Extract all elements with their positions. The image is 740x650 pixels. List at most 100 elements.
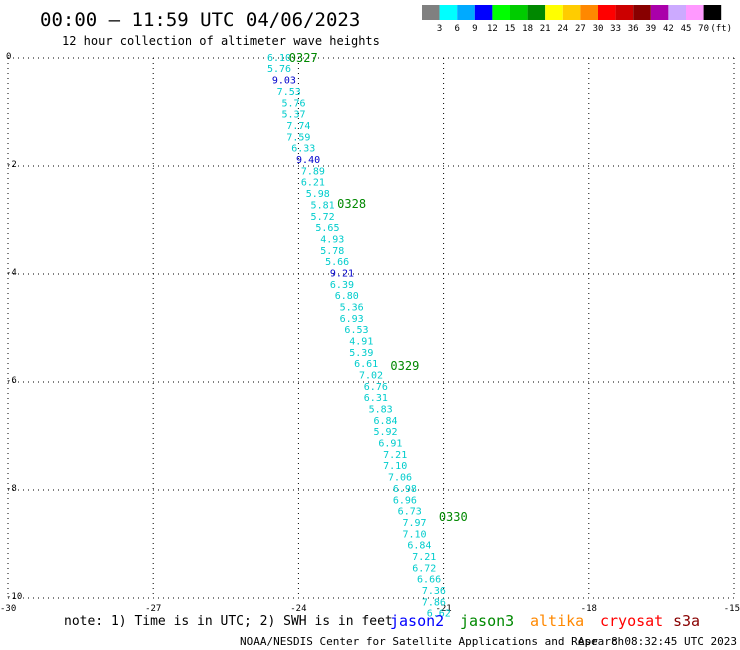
wave-height-points: 6.105.769.037.535.765.377.747.596.339.40… (267, 53, 451, 620)
legend-label: 24 (557, 24, 568, 34)
satellite-s3a: s3a (673, 612, 700, 630)
legend-swatch (580, 5, 598, 20)
x-tick-label: -30 (0, 604, 16, 614)
data-point: 6.61 (354, 359, 378, 370)
legend-label: 6 (454, 24, 459, 34)
data-point: 5.65 (315, 223, 339, 234)
data-point: 7.59 (286, 132, 310, 143)
legend-swatch (633, 5, 651, 20)
legend-label: 45 (681, 24, 692, 34)
legend-swatch (527, 5, 546, 20)
footer-timestamp: Apr 8 08:32:45 UTC 2023 (578, 635, 737, 648)
data-point: 5.39 (349, 348, 373, 359)
legend-label: 12 (487, 24, 498, 34)
legend-swatch (492, 5, 510, 20)
data-point: 5.36 (340, 302, 364, 313)
x-axis-ticks: -30 -27 -24 -21 -18 -15 (0, 604, 740, 614)
satellite-altika: altika (530, 612, 584, 630)
satellite-jason2: jason2 (390, 612, 444, 630)
data-point: 6.53 (344, 325, 368, 336)
legend-label: 3 (437, 24, 442, 34)
data-point: 6.21 (301, 178, 325, 189)
legend-label: 33 (610, 24, 621, 34)
x-tick-label: -15 (724, 604, 740, 614)
time-label: 0327 (289, 51, 318, 65)
data-point: 6.93 (340, 314, 364, 325)
data-point: 7.97 (403, 518, 427, 529)
legend-label: 9 (472, 24, 477, 34)
data-point: 7.86 (422, 597, 446, 608)
data-point: 6.73 (398, 507, 422, 518)
grid (7, 57, 735, 599)
data-point: 5.98 (306, 189, 330, 200)
legend-swatch (562, 5, 581, 20)
y-axis-ticks: 0 -2 -4 -6 -8 -10 (6, 52, 22, 602)
data-point: 5.81 (311, 200, 335, 211)
legend-swatch (422, 5, 440, 20)
legend-swatch (686, 5, 704, 20)
satellite-legend: jason2 jason3 altika cryosat s3a (390, 612, 700, 630)
legend-label: 15 (505, 24, 516, 34)
legend-label: 27 (575, 24, 586, 34)
data-point: 6.98 (393, 484, 417, 495)
data-point: 6.31 (364, 393, 388, 404)
y-tick-label: 0 (6, 52, 11, 62)
data-point: 6.76 (364, 382, 388, 393)
data-point: 5.76 (267, 64, 291, 75)
data-point: 6.84 (373, 416, 397, 427)
data-point: 9.21 (330, 268, 354, 279)
data-point: 5.78 (320, 246, 344, 257)
data-point: 6.91 (378, 439, 402, 450)
data-point: 6.39 (330, 280, 354, 291)
data-point: 6.33 (291, 144, 315, 155)
y-tick-label: -10 (6, 592, 22, 602)
data-point: 6.10 (267, 53, 291, 64)
data-point: 6.84 (407, 541, 431, 552)
footer-note: note: 1) Time is in UTC; 2) SWH is in fe… (64, 614, 393, 629)
data-point: 7.06 (388, 473, 412, 484)
data-point: 9.40 (296, 155, 320, 166)
data-point: 5.66 (325, 257, 349, 268)
data-point: 9.03 (272, 76, 296, 87)
data-point: 5.76 (282, 98, 306, 109)
satellite-cryosat: cryosat (600, 612, 663, 630)
y-tick-label: -2 (6, 160, 17, 170)
y-tick-label: -8 (6, 484, 17, 494)
chart-title: 00:00 – 11:59 UTC 04/06/2023 (40, 9, 360, 31)
legend-label: 21 (540, 24, 551, 34)
legend-label: 70 (698, 24, 709, 34)
footer-credit: NOAA/NESDIS Center for Satellite Applica… (240, 635, 624, 648)
x-tick-label: -27 (145, 604, 161, 614)
color-legend: 3 6 9 12 15 18 21 24 27 30 33 36 39 42 45 70 (ft) (422, 5, 732, 34)
data-point: 5.92 (373, 427, 397, 438)
legend-swatch (703, 5, 722, 20)
legend-label: 39 (645, 24, 656, 34)
data-point: 4.93 (320, 234, 344, 245)
x-tick-label: -18 (581, 604, 597, 614)
chart-subtitle: 12 hour collection of altimeter wave hei… (62, 34, 380, 48)
data-point: 7.10 (383, 461, 407, 472)
data-point: 6.96 (393, 495, 417, 506)
data-point: 7.74 (286, 121, 310, 132)
data-point: 7.53 (277, 87, 301, 98)
time-label: 0329 (390, 359, 419, 373)
data-point: 7.02 (359, 371, 383, 382)
data-point: 6.80 (335, 291, 359, 302)
data-point: 6.72 (412, 563, 436, 574)
data-point: 7.21 (383, 450, 407, 461)
legend-label: 42 (663, 24, 674, 34)
legend-swatch (457, 5, 475, 20)
legend-swatch (510, 5, 528, 20)
x-tick-label: -24 (290, 604, 306, 614)
time-label: 0328 (337, 197, 366, 211)
satellite-jason3: jason3 (460, 612, 514, 630)
legend-label: 30 (593, 24, 604, 34)
data-point: 7.89 (301, 166, 325, 177)
time-label: 0330 (439, 510, 468, 524)
data-point: 5.72 (311, 212, 335, 223)
legend-label: 36 (628, 24, 639, 34)
data-point: 5.37 (282, 110, 306, 121)
data-point: 5.83 (369, 405, 393, 416)
legend-label: 18 (522, 24, 533, 34)
